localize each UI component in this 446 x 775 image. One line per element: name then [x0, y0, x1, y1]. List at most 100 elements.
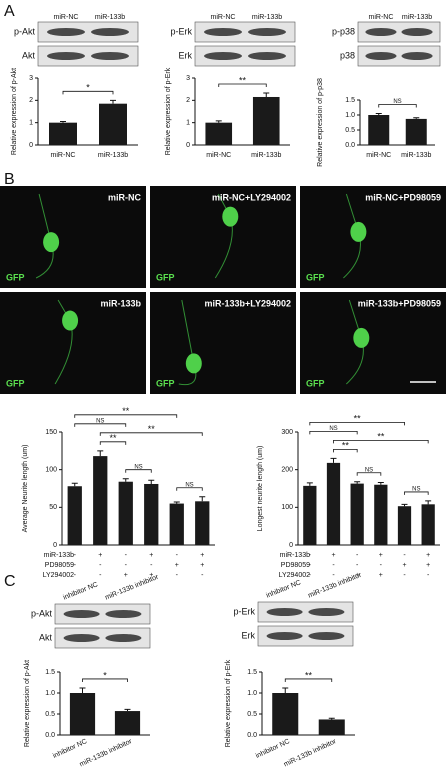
image-label: miR-133b+LY294002	[205, 298, 291, 308]
condition-sign: -	[332, 562, 335, 569]
blot-band	[91, 28, 129, 36]
y-tick-label: 0.5	[247, 711, 257, 718]
blot-band	[248, 28, 286, 36]
condition-sign: -	[99, 562, 102, 569]
condition-sign: -	[74, 562, 77, 569]
condition-sign: +	[200, 562, 204, 569]
y-tick-label: 1.5	[345, 97, 355, 104]
blot-band	[308, 632, 345, 640]
error-bar	[148, 479, 155, 484]
condition-name: PD98059	[45, 562, 74, 569]
y-axis-label: Longest neurite length (um)	[257, 446, 264, 532]
condition-sign: -	[332, 572, 335, 579]
stain-label: GFP	[6, 272, 25, 282]
bar	[114, 711, 141, 735]
cell-body	[222, 206, 239, 227]
lane-label: inhibitor NC	[62, 581, 99, 601]
image-label: miR-NC+LY294002	[212, 192, 291, 202]
y-tick-label: 100	[281, 504, 293, 511]
lane-label: miR-NC	[54, 14, 79, 21]
significance-label: **	[305, 670, 313, 680]
bar	[99, 103, 127, 145]
row-label: p38	[340, 50, 355, 60]
blot-strip	[37, 45, 139, 67]
image-label: miR-NC+PD98059	[365, 192, 441, 202]
row-label: p-Akt	[14, 26, 36, 36]
error-bar	[330, 457, 337, 463]
x-tick-label: inhibitor NC	[52, 738, 88, 760]
significance-label: NS	[185, 482, 193, 488]
y-tick-label: 1.5	[247, 669, 257, 676]
blot-band	[204, 52, 242, 60]
row-label: Erk	[179, 50, 193, 60]
image-label: miR-133b+PD98059	[358, 298, 441, 308]
x-tick-label: miR-133b inhibitor	[283, 738, 338, 769]
significance-label: **	[148, 424, 156, 434]
significance-bracket	[99, 432, 203, 436]
significance-label: *	[86, 83, 90, 93]
y-tick-label: 150	[45, 429, 57, 436]
micrograph	[300, 186, 446, 288]
significance-label: NS	[329, 426, 337, 432]
condition-name: LY294002	[279, 572, 311, 579]
stain-label: GFP	[306, 378, 325, 388]
bar	[93, 456, 108, 545]
condition-sign: -	[356, 562, 359, 569]
blot-band	[204, 28, 242, 36]
bar	[326, 462, 341, 545]
y-tick-label: 0	[29, 142, 33, 149]
condition-name: LY294002	[43, 572, 75, 579]
cell-body	[62, 310, 79, 331]
x-tick-label: miR-133b	[401, 152, 431, 159]
y-tick-label: 0	[186, 142, 190, 149]
bar	[272, 693, 299, 735]
significance-bracket	[176, 487, 203, 491]
lane-label: miR-133b	[252, 14, 282, 21]
error-bar	[97, 450, 104, 457]
condition-sign: -	[176, 552, 179, 559]
error-bar	[71, 482, 78, 487]
bar	[405, 118, 427, 145]
bar	[69, 693, 96, 735]
bar	[374, 484, 388, 545]
row-label: Akt	[39, 632, 53, 642]
condition-sign: -	[201, 572, 204, 579]
significance-bracket	[378, 104, 417, 108]
lane-label: miR-NC	[211, 14, 236, 21]
image-label: miR-NC	[108, 192, 141, 202]
row-label: Akt	[22, 50, 36, 60]
y-tick-label: 50	[49, 504, 57, 511]
y-axis-label: Relative expression of p-Erk	[225, 659, 232, 747]
y-axis-label: Relative expression of p-p38	[317, 78, 324, 167]
panel-label: B	[4, 171, 15, 188]
condition-sign: -	[74, 552, 77, 559]
blot-band	[105, 634, 142, 642]
panel-label: A	[4, 3, 15, 20]
condition-sign: +	[355, 572, 359, 579]
y-tick-label: 2	[186, 97, 190, 104]
condition-sign: +	[200, 552, 204, 559]
condition-sign: -	[403, 572, 406, 579]
condition-sign: +	[426, 552, 430, 559]
error-bar	[79, 687, 86, 693]
error-bar	[375, 113, 382, 115]
x-tick-label: miR-NC	[366, 152, 391, 159]
error-bar	[199, 496, 206, 502]
bar	[118, 481, 133, 545]
row-label: p-p38	[332, 26, 355, 36]
significance-label: *	[103, 670, 107, 680]
significance-label: **	[239, 75, 247, 85]
blot-band	[63, 610, 100, 618]
significance-bracket	[74, 423, 127, 427]
error-bar	[354, 481, 361, 484]
cell-body	[43, 232, 60, 253]
error-bar	[282, 687, 289, 693]
error-bar	[60, 121, 66, 123]
y-tick-label: 1.5	[45, 669, 55, 676]
significance-bracket	[99, 441, 127, 445]
condition-sign: +	[379, 572, 383, 579]
significance-bracket	[404, 491, 429, 495]
y-tick-label: 1	[29, 120, 33, 127]
condition-sign: +	[175, 562, 179, 569]
y-tick-label: 200	[281, 467, 293, 474]
